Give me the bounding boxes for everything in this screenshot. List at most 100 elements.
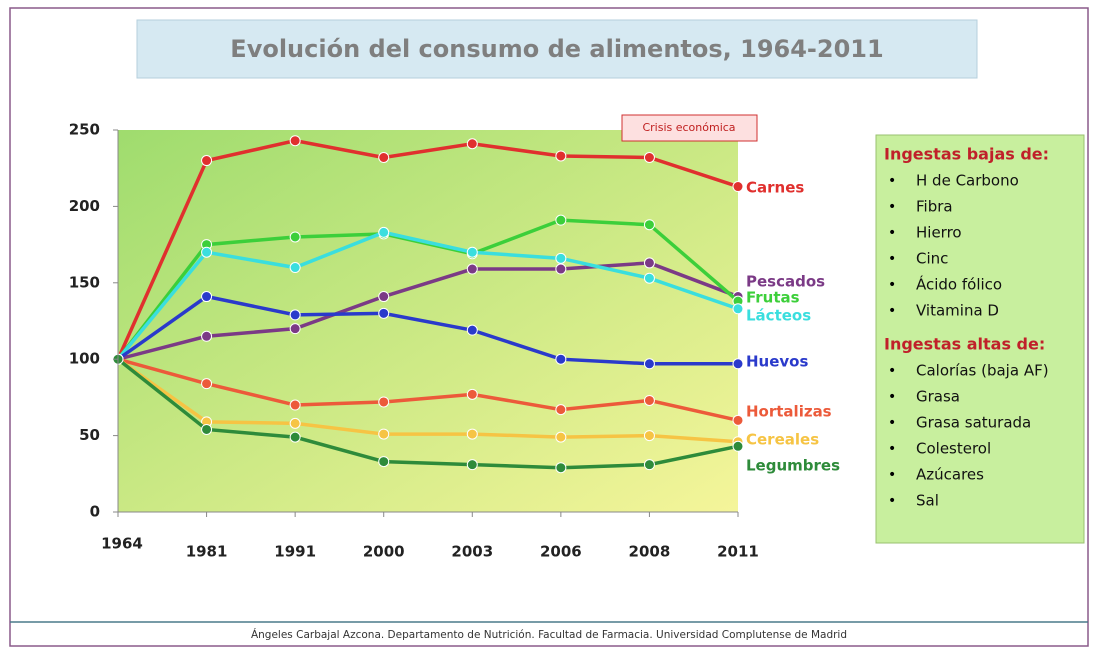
point bbox=[201, 246, 213, 258]
series-line bbox=[116, 294, 738, 366]
side-item: Vitamina D bbox=[916, 302, 999, 320]
point bbox=[378, 396, 390, 408]
series-line bbox=[116, 138, 739, 360]
series-label: Carnes bbox=[746, 179, 804, 197]
point bbox=[378, 291, 390, 303]
side-item: H de Carbono bbox=[916, 172, 1019, 190]
point bbox=[378, 226, 390, 238]
bullet: • bbox=[888, 441, 896, 457]
point bbox=[643, 219, 655, 231]
side-item: Sal bbox=[916, 492, 939, 510]
point bbox=[289, 262, 301, 274]
series-label: Hortalizas bbox=[746, 403, 832, 421]
side-item: Colesterol bbox=[916, 440, 991, 458]
point bbox=[289, 417, 301, 429]
series-line bbox=[116, 230, 739, 361]
series-label: Huevos bbox=[746, 353, 808, 371]
point bbox=[555, 431, 567, 443]
series-label: Lácteos bbox=[746, 307, 811, 325]
x-tick-label: 2011 bbox=[717, 543, 759, 561]
point bbox=[201, 155, 213, 167]
side-item: Ácido fólico bbox=[916, 275, 1002, 294]
point bbox=[643, 358, 655, 370]
x-tick-label: 2003 bbox=[451, 543, 493, 561]
side-item: Azúcares bbox=[916, 466, 984, 484]
series-label: Frutas bbox=[746, 289, 800, 307]
point bbox=[555, 462, 567, 474]
bullet: • bbox=[888, 251, 896, 267]
point bbox=[466, 324, 478, 336]
side-item: Hierro bbox=[916, 224, 962, 242]
y-tick-label: 250 bbox=[69, 121, 100, 139]
series-label: Cereales bbox=[746, 431, 819, 449]
x-tick-label: 2008 bbox=[629, 543, 671, 561]
bullet: • bbox=[888, 467, 896, 483]
series-line bbox=[117, 261, 739, 361]
point bbox=[201, 291, 213, 303]
point bbox=[466, 428, 478, 440]
series-label: Legumbres bbox=[746, 457, 840, 475]
point bbox=[466, 459, 478, 471]
series-label: Pescados bbox=[746, 273, 825, 291]
point bbox=[643, 272, 655, 284]
y-tick-label: 0 bbox=[90, 503, 100, 521]
point bbox=[555, 150, 567, 162]
frame bbox=[9, 7, 1089, 647]
point bbox=[201, 330, 213, 342]
point bbox=[643, 394, 655, 406]
y-tick-label: 150 bbox=[69, 273, 100, 291]
x-tick-label: 2000 bbox=[363, 543, 405, 561]
point bbox=[378, 456, 390, 468]
point bbox=[289, 323, 301, 335]
bullet: • bbox=[888, 199, 896, 215]
side-title: Ingestas bajas de: bbox=[884, 145, 1049, 164]
x-tick-label: 1991 bbox=[274, 543, 316, 561]
point bbox=[555, 353, 567, 365]
bullet: • bbox=[888, 303, 896, 319]
point bbox=[643, 152, 655, 164]
side-box bbox=[875, 134, 1085, 544]
point bbox=[555, 214, 567, 226]
point bbox=[555, 263, 567, 275]
series-line bbox=[117, 357, 739, 423]
bullet: • bbox=[888, 389, 896, 405]
point bbox=[466, 138, 478, 150]
point bbox=[643, 459, 655, 471]
point bbox=[643, 430, 655, 442]
point bbox=[378, 307, 390, 319]
point bbox=[289, 135, 301, 147]
point bbox=[466, 388, 478, 400]
y-tick-label: 200 bbox=[69, 197, 100, 215]
title-box bbox=[136, 19, 978, 79]
point bbox=[289, 231, 301, 243]
side-title: Ingestas altas de: bbox=[884, 335, 1045, 354]
point bbox=[732, 358, 744, 370]
bullet: • bbox=[888, 173, 896, 189]
point bbox=[732, 181, 744, 193]
point bbox=[201, 378, 213, 390]
side-item: Calorías (baja AF) bbox=[916, 362, 1049, 380]
annotation: Crisis económica bbox=[642, 121, 735, 134]
x-tick-label: 1981 bbox=[186, 543, 228, 561]
bullet: • bbox=[888, 415, 896, 431]
point bbox=[289, 431, 301, 443]
point bbox=[466, 246, 478, 258]
series-line bbox=[116, 357, 739, 470]
annotation-box bbox=[621, 114, 758, 142]
side-item: Cinc bbox=[916, 250, 948, 268]
bullet: • bbox=[888, 225, 896, 241]
point bbox=[289, 309, 301, 321]
side-item: Grasa bbox=[916, 388, 960, 406]
point bbox=[732, 440, 744, 452]
side-list: Ingestas bajas de: • H de Carbono • Fibra • Hi… bbox=[884, 145, 1049, 510]
x-tick-label: 1964 bbox=[101, 535, 143, 553]
point bbox=[643, 257, 655, 269]
bullet: • bbox=[888, 493, 896, 509]
point bbox=[466, 263, 478, 275]
point bbox=[732, 414, 744, 426]
point bbox=[378, 152, 390, 164]
bullet: • bbox=[888, 277, 896, 293]
